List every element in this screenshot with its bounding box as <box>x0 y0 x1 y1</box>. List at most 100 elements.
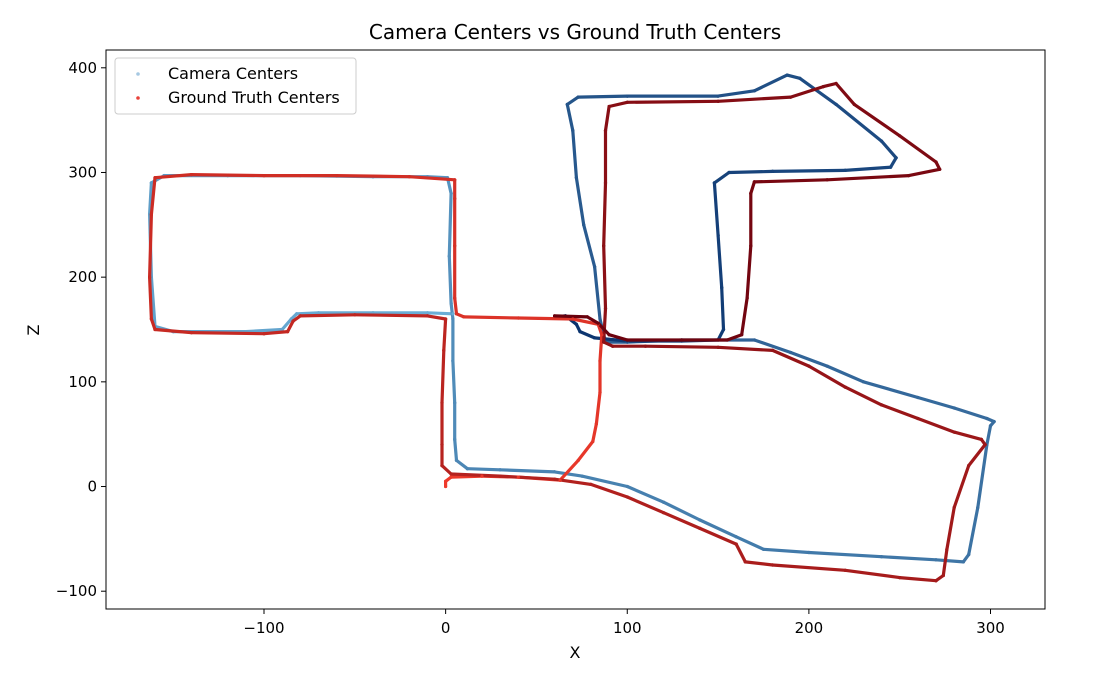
data-point <box>576 458 580 462</box>
data-point <box>807 550 811 555</box>
data-point <box>771 563 775 567</box>
trajectory-segment <box>149 275 157 328</box>
data-point <box>149 212 153 216</box>
trajectory-segment <box>516 316 575 321</box>
trajectory-segment <box>449 472 502 478</box>
data-point <box>594 422 599 426</box>
trajectory-segment <box>916 416 956 434</box>
plot-frame <box>105 49 1046 610</box>
data-point <box>752 180 757 184</box>
trajectory-segment <box>879 403 920 421</box>
trajectory-segment <box>565 102 575 133</box>
data-point <box>907 174 911 178</box>
data-point <box>571 317 575 321</box>
trajectory-segment <box>916 395 956 410</box>
data-point <box>585 315 589 319</box>
data-point <box>740 333 744 337</box>
data-point <box>444 484 448 489</box>
data-point <box>983 443 987 447</box>
data-point <box>600 333 604 337</box>
data-point <box>189 173 193 177</box>
data-point <box>596 321 600 325</box>
trajectory-segment <box>244 327 284 334</box>
trajectory-segment <box>952 464 971 510</box>
data-point <box>153 176 157 180</box>
trajectory-segment <box>585 315 600 325</box>
trajectory-segment <box>602 307 608 344</box>
trajectory-segment <box>716 89 757 98</box>
data-point <box>961 560 965 564</box>
trajectory-segment <box>407 175 457 182</box>
data-point <box>451 312 455 316</box>
data-point <box>453 437 457 441</box>
trajectory-segment <box>888 156 898 169</box>
data-point <box>516 475 520 479</box>
trajectory-segment <box>843 165 893 172</box>
data-point <box>894 156 898 160</box>
data-point <box>898 576 902 580</box>
trajectory-segment <box>462 315 520 320</box>
x-tick-label: 300 <box>976 619 1005 637</box>
trajectory-segment <box>785 73 802 80</box>
trajectory-segment <box>425 311 455 316</box>
trajectory-segment <box>353 313 430 318</box>
x-tick-label: 200 <box>795 619 824 637</box>
data-point <box>879 139 884 143</box>
trajectory-segment <box>967 505 980 557</box>
trajectory-segment <box>440 464 453 476</box>
trajectory-segment <box>447 191 453 258</box>
data-point <box>752 338 757 342</box>
trajectory-segment <box>716 233 724 290</box>
legend-label-ground-truth: Ground Truth Centers <box>168 88 340 107</box>
data-point <box>889 165 893 169</box>
trajectory-segment <box>153 173 193 180</box>
data-point <box>451 359 455 363</box>
data-point <box>603 129 608 133</box>
x-tick-label: −100 <box>243 619 284 637</box>
trajectory-segment <box>451 359 457 405</box>
data-point <box>789 350 793 355</box>
trajectory-segment <box>725 333 744 342</box>
trajectory-segment <box>770 168 847 173</box>
trajectory-segment <box>286 319 295 334</box>
trajectory-segment <box>578 330 597 340</box>
y-tick-label: −100 <box>56 582 97 600</box>
data-point <box>574 176 579 180</box>
data-point <box>602 340 606 344</box>
trajectory-segment <box>716 95 793 103</box>
chart-title: Camera Centers vs Ground Truth Centers <box>369 20 781 44</box>
data-point <box>593 265 597 269</box>
y-tick-label: 200 <box>68 268 97 286</box>
data-point <box>289 317 293 321</box>
data-point <box>449 472 453 476</box>
data-point <box>553 477 557 481</box>
trajectory-segment <box>596 321 611 337</box>
trajectory-segment <box>934 558 965 564</box>
data-point <box>571 129 575 133</box>
data-point <box>749 191 753 195</box>
trajectory-segment <box>625 495 666 515</box>
data-point <box>480 474 484 478</box>
data-point <box>979 437 984 441</box>
data-point <box>852 102 856 106</box>
trajectory-segment <box>834 102 884 143</box>
data-point <box>591 439 595 444</box>
data-point <box>992 420 996 424</box>
data-point <box>280 327 284 332</box>
trajectory-segment <box>625 99 720 104</box>
data-point <box>578 330 582 334</box>
series-ground-truth-centers <box>148 81 987 583</box>
data-point <box>451 317 455 321</box>
x-axis: −100 0 100 200 300 <box>243 609 1005 637</box>
data-point <box>262 174 266 178</box>
data-point <box>934 579 938 583</box>
trajectory-segment <box>498 474 557 481</box>
trajectory-segment <box>153 327 193 335</box>
trajectory-segment <box>712 170 731 185</box>
data-point <box>976 505 980 510</box>
trajectory-segment <box>602 340 615 348</box>
trajectory-segment <box>189 331 266 336</box>
legend-label-camera: Camera Centers <box>168 64 298 83</box>
data-point <box>576 95 580 99</box>
